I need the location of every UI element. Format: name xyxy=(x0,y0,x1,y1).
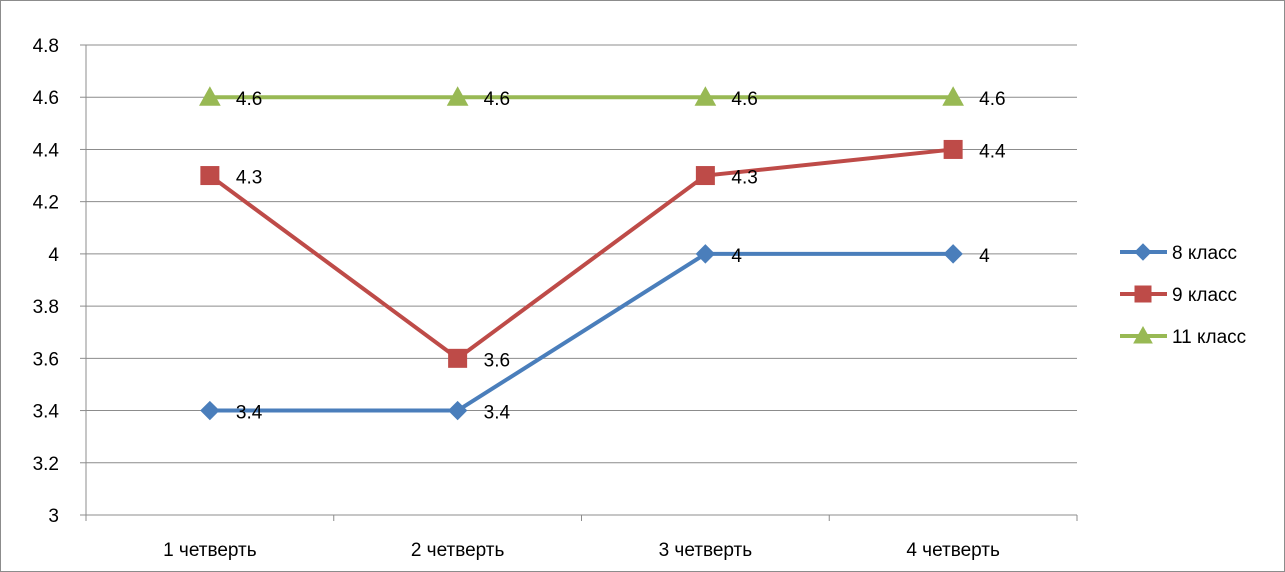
data-label: 4.6 xyxy=(484,89,510,110)
y-tick-label: 4 xyxy=(48,245,59,266)
axes: 3 3.2 3.4 3.6 3.8 4 4.2 4.4 4.6 4.8 1 четверть 2 че… xyxy=(33,36,1078,561)
data-label: 4 xyxy=(979,246,990,267)
diamond-marker xyxy=(200,400,220,421)
data-label: 4.3 xyxy=(731,168,757,189)
data-labels: 3.4 3.4 4 4 4.3 3.6 4.3 4.4 4.6 4.6 4.6 4.6 xyxy=(236,89,1006,423)
triangle-marker xyxy=(446,86,469,106)
square-marker xyxy=(695,166,715,186)
data-label: 4.6 xyxy=(979,89,1005,110)
legend: 8 класс 9 класс 11 класс xyxy=(1120,243,1246,348)
series-line-2 xyxy=(208,147,954,361)
y-tick-label: 4.4 xyxy=(33,140,60,161)
x-tick-label: 2 четверть xyxy=(411,540,505,561)
legend-label: 9 класс xyxy=(1172,285,1237,306)
square-marker xyxy=(200,166,220,186)
data-label: 4 xyxy=(731,246,742,267)
y-tick-label: 3.8 xyxy=(33,297,59,318)
y-tick-label: 3 xyxy=(48,506,59,527)
square-marker xyxy=(448,348,468,368)
diamond-marker xyxy=(695,244,716,264)
triangle-marker xyxy=(1133,325,1153,344)
y-tick-label: 4.2 xyxy=(33,193,59,214)
data-label: 4.4 xyxy=(979,141,1006,162)
series-line-1 xyxy=(209,251,954,413)
data-label: 3.4 xyxy=(484,403,511,424)
data-label: 4.6 xyxy=(236,89,262,110)
diamond-marker xyxy=(943,244,963,264)
y-tick-label: 3.4 xyxy=(33,402,60,423)
triangle-marker xyxy=(199,86,221,106)
data-label: 4.3 xyxy=(236,168,262,189)
y-tick-label: 4.6 xyxy=(33,88,59,109)
y-tick-label: 4.8 xyxy=(33,36,59,57)
x-tick-label: 4 четверть xyxy=(906,540,1000,561)
series-lines xyxy=(199,86,964,421)
square-marker xyxy=(943,139,963,159)
data-label: 3.4 xyxy=(236,403,263,424)
triangle-marker xyxy=(694,86,717,106)
legend-label: 11 класс xyxy=(1172,327,1246,348)
legend-label: 8 класс xyxy=(1172,243,1237,264)
data-label: 3.6 xyxy=(484,350,510,371)
diamond-marker xyxy=(447,400,468,421)
data-label: 4.6 xyxy=(731,89,757,110)
triangle-marker xyxy=(942,86,964,106)
x-tick-label: 1 четверть xyxy=(163,540,257,561)
square-marker xyxy=(1134,285,1152,303)
x-tick-label: 3 четверть xyxy=(659,540,753,561)
y-tick-label: 3.6 xyxy=(33,349,59,370)
y-tick-label: 3.2 xyxy=(33,454,59,475)
diamond-marker xyxy=(1134,243,1152,261)
